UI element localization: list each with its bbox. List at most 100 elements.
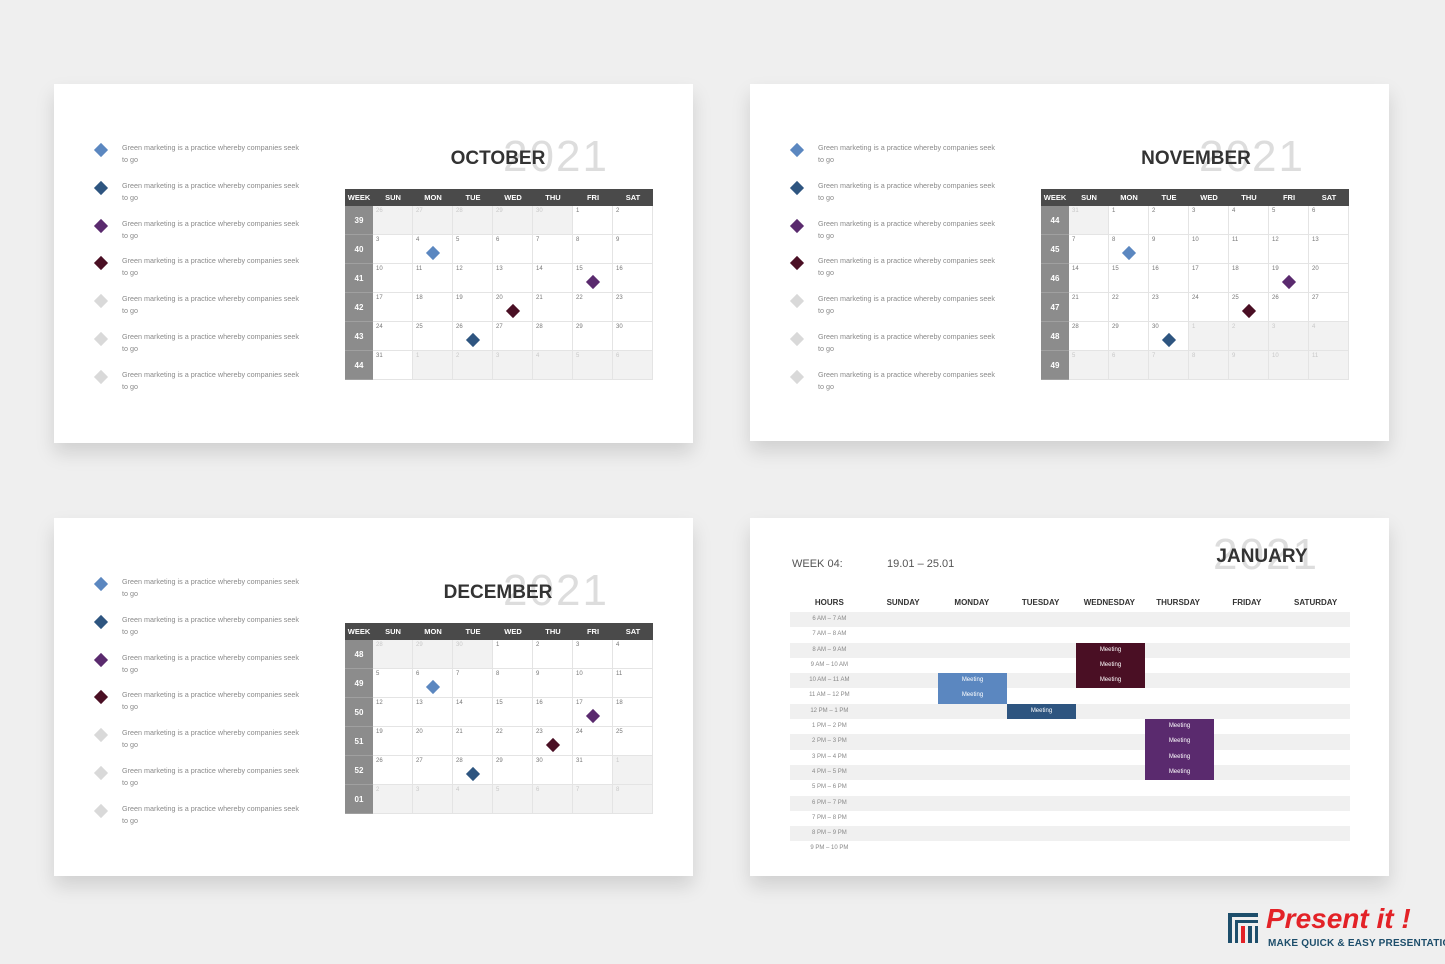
schedule-cell[interactable] [1144,658,1213,673]
day-cell[interactable]: 18 [413,293,453,322]
day-cell[interactable]: 29 [1109,322,1149,351]
day-cell[interactable]: 6 [493,235,533,264]
schedule-cell[interactable] [1075,750,1144,765]
schedule-cell[interactable] [1281,796,1350,811]
schedule-cell[interactable] [1075,796,1144,811]
day-cell[interactable]: 4 [533,351,573,380]
schedule-cell[interactable] [937,643,1006,658]
day-cell[interactable]: 8 [613,785,653,814]
day-cell[interactable]: 20 [1309,264,1349,293]
day-cell[interactable]: 21 [453,727,493,756]
schedule-cell[interactable] [937,734,1006,749]
day-cell[interactable]: 23 [1149,293,1189,322]
day-cell[interactable]: 3 [1189,206,1229,235]
day-cell[interactable]: 10 [373,264,413,293]
schedule-cell[interactable] [869,627,938,642]
schedule-cell[interactable] [1075,734,1144,749]
day-cell[interactable]: 3 [1269,322,1309,351]
meeting-block[interactable]: Meeting [1007,703,1076,720]
day-cell[interactable]: 17 [373,293,413,322]
day-cell[interactable]: 17 [1189,264,1229,293]
schedule-cell[interactable] [1212,612,1281,627]
day-cell[interactable]: 11 [1229,235,1269,264]
day-cell[interactable]: 30 [613,322,653,351]
day-cell[interactable]: 4 [453,785,493,814]
day-cell[interactable]: 2 [613,206,653,235]
schedule-cell[interactable] [1006,796,1075,811]
schedule-cell[interactable] [1212,688,1281,703]
meeting-block[interactable]: Meeting Meeting Meeting [1076,642,1145,689]
schedule-cell[interactable] [937,811,1006,826]
day-cell[interactable]: 15 [1109,264,1149,293]
day-cell[interactable]: 18 [1229,264,1269,293]
schedule-cell[interactable] [1075,719,1144,734]
day-cell[interactable]: 7 [453,669,493,698]
day-cell[interactable]: 8 [493,669,533,698]
day-cell[interactable]: 14 [1069,264,1109,293]
schedule-cell[interactable] [1212,643,1281,658]
schedule-cell[interactable] [1212,765,1281,780]
day-cell[interactable]: 29 [413,640,453,669]
schedule-cell[interactable] [1281,826,1350,841]
schedule-cell[interactable] [937,826,1006,841]
day-cell[interactable]: 3 [493,351,533,380]
day-cell[interactable]: 12 [373,698,413,727]
schedule-cell[interactable] [1075,811,1144,826]
schedule-cell[interactable] [1212,734,1281,749]
schedule-cell[interactable] [869,673,938,688]
day-cell[interactable]: 28 [1069,322,1109,351]
schedule-cell[interactable] [1006,841,1075,856]
schedule-cell[interactable] [937,719,1006,734]
schedule-cell[interactable] [937,704,1006,719]
day-cell[interactable]: 30 [533,206,573,235]
schedule-cell[interactable] [1212,627,1281,642]
day-cell[interactable]: 7 [1149,351,1189,380]
schedule-cell[interactable] [869,612,938,627]
day-cell[interactable]: 1 [613,756,653,785]
schedule-cell[interactable] [1281,750,1350,765]
schedule-cell[interactable] [1281,765,1350,780]
day-cell[interactable]: 31 [373,351,413,380]
schedule-cell[interactable] [1006,734,1075,749]
day-cell[interactable]: 28 [453,206,493,235]
day-cell[interactable]: 26 [373,756,413,785]
day-cell[interactable]: 6 [1109,351,1149,380]
day-cell[interactable]: 21 [1069,293,1109,322]
schedule-cell[interactable] [1212,826,1281,841]
day-cell[interactable]: 19 [373,727,413,756]
schedule-cell[interactable] [1144,841,1213,856]
day-cell[interactable]: 19 [453,293,493,322]
schedule-cell[interactable] [937,627,1006,642]
schedule-cell[interactable] [869,704,938,719]
schedule-cell[interactable] [1281,673,1350,688]
day-cell[interactable]: 1 [1109,206,1149,235]
schedule-cell[interactable] [869,826,938,841]
day-cell[interactable]: 29 [493,206,533,235]
schedule-cell[interactable] [1006,643,1075,658]
schedule-cell[interactable] [1006,658,1075,673]
day-cell[interactable]: 12 [1269,235,1309,264]
schedule-cell[interactable] [1144,688,1213,703]
day-cell[interactable]: 26 [1269,293,1309,322]
day-cell[interactable]: 22 [1109,293,1149,322]
day-cell[interactable]: 2 [1149,206,1189,235]
schedule-cell[interactable] [1281,643,1350,658]
day-cell[interactable]: 24 [573,727,613,756]
day-cell[interactable]: 5 [453,235,493,264]
schedule-cell[interactable] [1075,780,1144,795]
day-cell[interactable]: 30 [533,756,573,785]
day-cell[interactable]: 5 [573,351,613,380]
day-cell[interactable]: 1 [413,351,453,380]
schedule-cell[interactable] [1281,612,1350,627]
day-cell[interactable]: 6 [613,351,653,380]
schedule-cell[interactable] [1212,796,1281,811]
schedule-cell[interactable] [1281,780,1350,795]
schedule-cell[interactable] [869,719,938,734]
schedule-cell[interactable] [1144,826,1213,841]
schedule-cell[interactable] [869,688,938,703]
day-cell[interactable]: 29 [573,322,613,351]
day-cell[interactable]: 29 [493,756,533,785]
day-cell[interactable]: 27 [413,756,453,785]
day-cell[interactable]: 21 [533,293,573,322]
schedule-cell[interactable] [869,841,938,856]
